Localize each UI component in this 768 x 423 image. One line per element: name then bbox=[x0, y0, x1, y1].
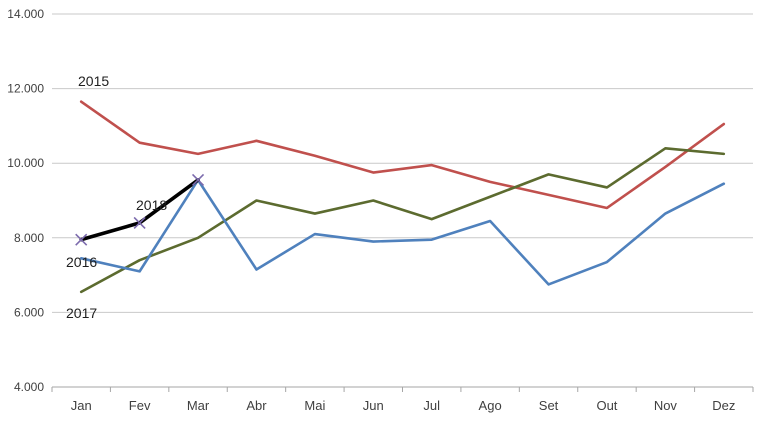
series-line-2016 bbox=[79, 178, 726, 286]
x-axis-tick-label: Jul bbox=[423, 398, 440, 413]
x-axis-tick-label: Out bbox=[596, 398, 617, 413]
y-axis-tick-label: 6.000 bbox=[14, 305, 44, 319]
series-label-2016: 2016 bbox=[66, 254, 97, 270]
y-axis-tick-label: 10.000 bbox=[7, 156, 44, 170]
x-marker-2018 bbox=[75, 233, 88, 246]
x-axis-tick-label: Ago bbox=[479, 398, 502, 413]
x-axis-tick-label: Mar bbox=[187, 398, 210, 413]
x-axis-tick-label: Fev bbox=[129, 398, 151, 413]
y-axis-tick-label: 4.000 bbox=[14, 380, 44, 394]
x-axis-tick-label: Jun bbox=[363, 398, 384, 413]
x-axis-tick-label: Set bbox=[539, 398, 559, 413]
x-axis-tick-label: Dez bbox=[712, 398, 735, 413]
y-axis-tick-label: 14.000 bbox=[7, 7, 44, 21]
series-label-2018: 2018 bbox=[136, 197, 167, 213]
y-axis-tick-label: 8.000 bbox=[14, 231, 44, 245]
x-marker-2018 bbox=[133, 216, 146, 229]
y-axis-tick-label: 12.000 bbox=[7, 82, 44, 96]
series-label-2017: 2017 bbox=[66, 305, 97, 321]
x-axis-tick-label: Jan bbox=[71, 398, 92, 413]
x-axis-tick-label: Nov bbox=[654, 398, 678, 413]
series-line-2017 bbox=[79, 146, 726, 294]
x-marker-2018 bbox=[191, 173, 205, 187]
x-axis-tick-label: Abr bbox=[246, 398, 267, 413]
series-line-2015 bbox=[79, 100, 726, 210]
x-axis-tick-label: Mai bbox=[304, 398, 325, 413]
series-label-2015: 2015 bbox=[78, 73, 109, 89]
